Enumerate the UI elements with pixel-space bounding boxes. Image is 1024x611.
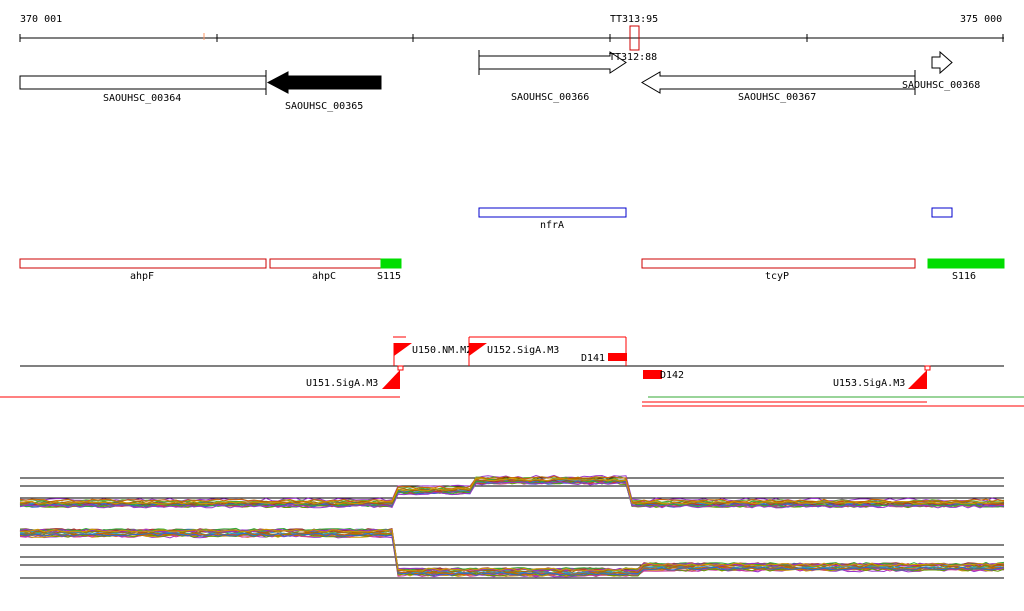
operon-label: ahpF — [130, 271, 154, 282]
operon-box-tcyp[interactable] — [641, 258, 916, 269]
gene-label: SAOUHSC_00364 — [103, 93, 181, 104]
expression-track-reverse — [19, 527, 1005, 579]
promoter-label: U153.SigA.M3 — [833, 378, 905, 389]
operon-label: S116 — [952, 271, 976, 282]
terminator-marker[interactable] — [629, 25, 640, 51]
gene-arrow-saouhsc-00367[interactable] — [641, 71, 916, 94]
promoter-flag[interactable] — [908, 370, 927, 389]
expression-profile-line — [19, 532, 1005, 576]
gene-arrow-saouhsc-00365[interactable] — [266, 71, 382, 94]
operon-box-ahpf[interactable] — [19, 258, 267, 269]
expression-lines — [19, 527, 1005, 578]
promoter-flag[interactable] — [394, 343, 412, 356]
regulon-track: nfrA — [478, 207, 953, 231]
promoter-flag[interactable] — [382, 370, 400, 389]
operon-box-s116[interactable] — [927, 258, 1005, 269]
promoter-anchor — [924, 365, 931, 371]
promoter-label: U151.SigA.M3 — [306, 378, 378, 389]
expression-profile-line — [19, 477, 1005, 505]
expression-track-forward — [19, 474, 1005, 509]
promoter-anchor — [397, 365, 404, 371]
gene-label: SAOUHSC_00368 — [902, 80, 980, 91]
expression-profile-line — [19, 529, 1005, 573]
gene-label: SAOUHSC_00366 — [511, 92, 589, 103]
expression-profile-line — [19, 475, 1005, 503]
gene-track: SAOUHSC_00364 SAOUHSC_00365 SAOUHSC_0036… — [19, 50, 980, 112]
operon-label: tcyP — [765, 271, 789, 282]
promoter-flag[interactable] — [469, 343, 487, 356]
gene-arrow-saouhsc-00366[interactable] — [478, 51, 627, 74]
gene-label: SAOUHSC_00365 — [285, 101, 363, 112]
gene-label: SAOUHSC_00367 — [738, 92, 816, 103]
regulon-label: nfrA — [540, 220, 564, 231]
regulon-box-nfra[interactable] — [478, 207, 627, 218]
ruler-start-label: 370 001 — [20, 14, 62, 25]
expression-lines — [19, 474, 1005, 509]
regulon-box[interactable] — [931, 207, 953, 218]
operon-label: ahpC — [312, 271, 336, 282]
expression-profile-line — [19, 532, 1005, 576]
expression-profile-line — [19, 529, 1005, 573]
coordinate-ruler: 370 001 375 000 — [19, 14, 1004, 42]
promoter-box-d141[interactable] — [608, 353, 627, 361]
operon-track: ahpF ahpC S115 tcyP S116 — [19, 258, 1005, 282]
operon-box-ahpc[interactable] — [269, 258, 382, 269]
operon-label: S115 — [377, 271, 401, 282]
ruler-end-label: 375 000 — [960, 14, 1002, 25]
promoter-label: U150.NM.M2 — [412, 345, 472, 356]
gene-arrow-saouhsc-00368[interactable] — [931, 50, 953, 75]
gene-arrow-saouhsc-00364[interactable] — [19, 75, 267, 90]
expression-profile-line — [19, 481, 1005, 509]
terminator-label[interactable]: TT313:95 — [610, 14, 658, 25]
promoter-label: U152.SigA.M3 — [487, 345, 559, 356]
promoter-label: D141 — [581, 353, 605, 364]
promoter-label: D142 — [660, 370, 684, 381]
terminator-label[interactable]: TT312:88 — [609, 52, 657, 63]
terminator-track: TT313:95 — [610, 14, 658, 51]
expression-profile-line — [19, 528, 1005, 572]
operon-box-s115[interactable] — [380, 258, 402, 269]
promoter-box-d142[interactable] — [643, 370, 662, 379]
promoter-track: U150.NM.M2 U152.SigA.M3 D141 U151.SigA.M… — [0, 336, 1024, 407]
